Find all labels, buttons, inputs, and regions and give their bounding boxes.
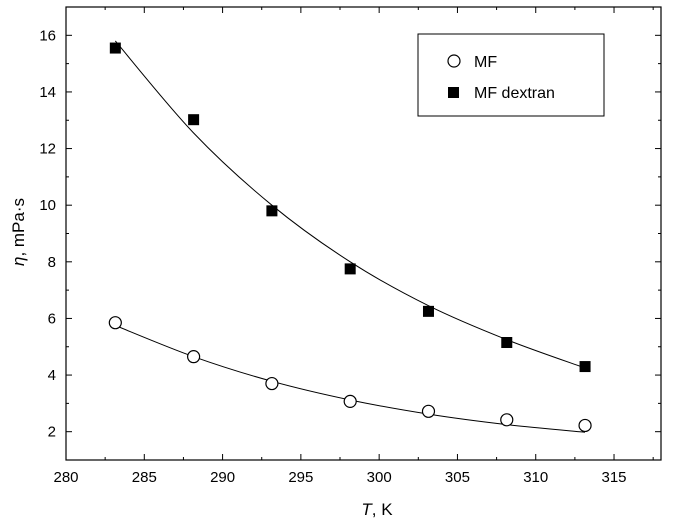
y-axis-title: η, mPa·s [9,198,28,266]
data-point-mf-dextran [579,361,591,373]
data-points [108,42,592,433]
data-point-mf-dextran [188,114,200,126]
legend-label-mf-dextran: MF dextran [474,85,555,102]
x-tick-label: 310 [523,469,548,486]
x-tick-label: 295 [288,469,313,486]
y-tick-label: 10 [39,197,56,214]
y-tick-label: 4 [48,367,56,384]
axis-ticks: 280 285 290 295 300 305 310 315 2 4 6 8 10 12 14 16 [39,6,661,486]
y-tick-label: 2 [48,424,56,441]
legend-label-mf: MF [474,54,497,71]
data-point-mf [343,394,357,408]
x-axis-symbol: T [361,500,373,519]
data-point-mf [578,418,592,433]
x-axis-title: T, K [361,500,393,519]
legend-box [417,33,605,117]
x-axis-unit: , K [372,500,393,519]
x-tick-label: 300 [367,469,392,486]
y-tick-label: 8 [48,254,56,271]
x-tick-label: 280 [53,469,78,486]
x-tick-label: 305 [445,469,470,486]
x-tick-label: 315 [602,469,627,486]
legend-marker-mf-dextran [448,87,459,98]
y-axis-symbol: η [9,257,28,266]
y-tick-label: 6 [48,310,56,327]
data-point-mf [421,404,436,418]
data-point-mf [265,376,279,391]
legend-marker-mf [447,54,461,68]
data-point-mf [108,316,122,330]
y-tick-label: 16 [39,27,56,44]
data-point-mf-dextran [266,205,278,217]
data-point-mf-dextran [344,263,356,275]
y-tick-label: 12 [39,141,56,158]
x-tick-label: 290 [210,469,235,486]
data-point-mf-dextran [501,337,513,349]
y-axis-unit: , mPa·s [9,198,28,257]
y-tick-label: 14 [39,84,56,101]
legend: MF MF dextran [417,33,605,117]
x-tick-label: 285 [132,469,157,486]
fit-curve-mf [115,325,586,433]
data-point-mf-dextran [109,42,121,54]
data-point-mf [500,413,514,427]
data-point-mf-dextran [422,305,434,317]
data-point-mf [187,350,201,364]
